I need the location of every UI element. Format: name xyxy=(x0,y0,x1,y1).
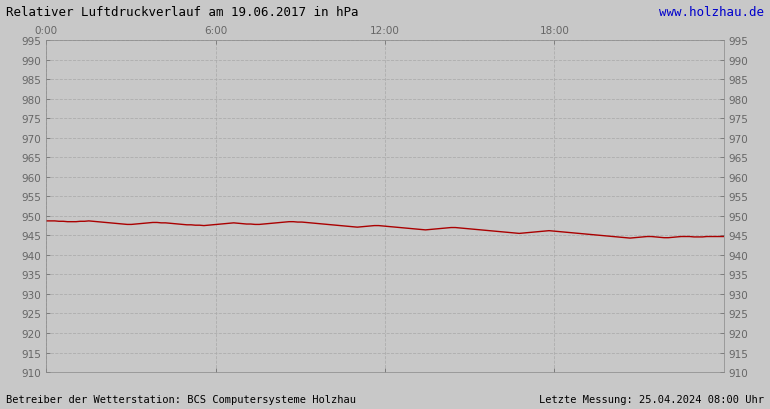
Text: Betreiber der Wetterstation: BCS Computersysteme Holzhau: Betreiber der Wetterstation: BCS Compute… xyxy=(6,394,357,404)
Text: Relativer Luftdruckverlauf am 19.06.2017 in hPa: Relativer Luftdruckverlauf am 19.06.2017… xyxy=(6,6,359,19)
Text: Letzte Messung: 25.04.2024 08:00 Uhr: Letzte Messung: 25.04.2024 08:00 Uhr xyxy=(539,394,764,404)
Text: www.holzhau.de: www.holzhau.de xyxy=(659,6,764,19)
